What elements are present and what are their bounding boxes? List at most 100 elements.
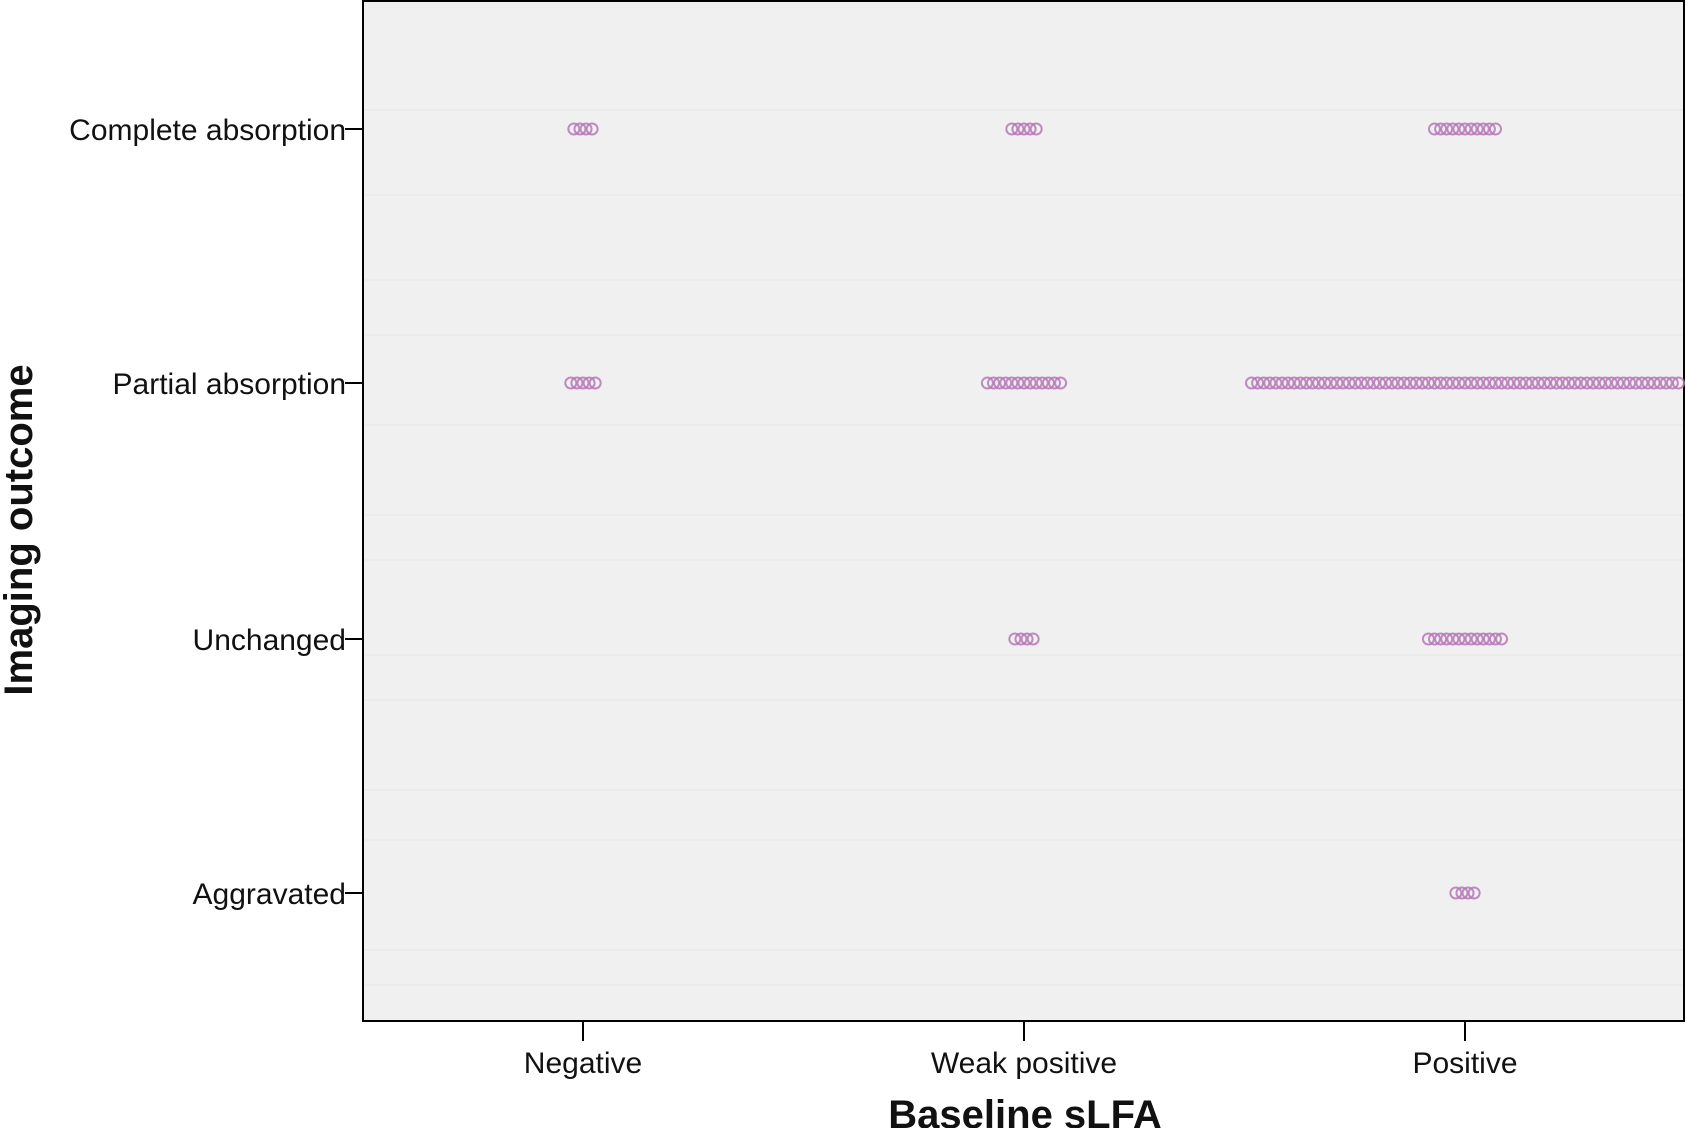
data-point — [1330, 376, 1344, 390]
data-point — [1665, 376, 1679, 390]
data-point — [1513, 376, 1527, 390]
data-point — [1489, 376, 1502, 390]
data-point — [585, 122, 599, 136]
data-point — [1336, 376, 1350, 390]
data-point — [1367, 376, 1380, 390]
data-point — [1275, 376, 1289, 390]
data-point — [1495, 632, 1509, 646]
data-point — [1008, 632, 1022, 646]
data-point — [576, 376, 590, 390]
data-point — [1482, 632, 1496, 646]
data-point — [1562, 376, 1576, 390]
data-point — [1440, 632, 1454, 646]
data-point — [1428, 632, 1441, 646]
x-axis-title: Baseline sLFA — [888, 1093, 1161, 1128]
data-point — [1550, 376, 1563, 390]
data-point — [1467, 886, 1481, 900]
data-point — [1011, 122, 1025, 136]
data-point — [1020, 632, 1034, 646]
data-point — [1495, 376, 1509, 390]
data-point — [980, 376, 994, 390]
data-point — [1623, 376, 1637, 390]
data-point — [1403, 376, 1417, 390]
data-point — [1507, 376, 1521, 390]
data-point — [1647, 376, 1661, 390]
data-point — [1023, 122, 1037, 136]
data-point — [1489, 632, 1502, 646]
x-tick-label: Positive — [1412, 1047, 1517, 1080]
data-point — [1035, 376, 1049, 390]
data-point — [1452, 376, 1466, 390]
data-point — [1543, 376, 1557, 390]
data-point — [1446, 376, 1460, 390]
data-point — [1312, 376, 1326, 390]
data-point — [1470, 376, 1484, 390]
data-point — [1434, 122, 1448, 136]
data-point — [1029, 376, 1043, 390]
data-point — [564, 376, 578, 390]
data-point — [1525, 376, 1539, 390]
data-point — [1409, 376, 1423, 390]
data-point — [999, 376, 1013, 390]
data-point — [1641, 376, 1655, 390]
data-point — [1421, 632, 1435, 646]
data-point — [1489, 122, 1502, 136]
data-point — [1026, 632, 1040, 646]
data-point — [1318, 376, 1332, 390]
data-point — [1306, 376, 1319, 390]
data-point — [1434, 376, 1448, 390]
data-point — [1017, 122, 1031, 136]
data-point — [1464, 632, 1478, 646]
data-point — [1379, 376, 1393, 390]
y-axis-ticks: Complete absorption Partial absorption Unc… — [69, 114, 363, 911]
data-point — [1014, 632, 1028, 646]
data-point — [1458, 632, 1472, 646]
data-point — [1531, 376, 1545, 390]
data-point — [1293, 376, 1307, 390]
data-point — [1373, 376, 1387, 390]
data-point — [1263, 376, 1277, 390]
data-point — [1005, 122, 1019, 136]
data-point — [1452, 632, 1466, 646]
data-point — [1452, 122, 1466, 136]
data-point — [1537, 376, 1551, 390]
data-point — [588, 376, 602, 390]
data-point — [1476, 376, 1490, 390]
data-point — [1251, 376, 1265, 390]
data-points — [564, 122, 1685, 900]
data-point — [993, 376, 1007, 390]
data-point — [1354, 376, 1368, 390]
data-point — [1482, 376, 1496, 390]
data-point — [1574, 376, 1588, 390]
data-point — [1476, 122, 1490, 136]
data-point — [1611, 376, 1624, 390]
data-point — [1672, 376, 1685, 390]
data-point — [1470, 122, 1484, 136]
data-point — [1592, 376, 1606, 390]
data-point — [1476, 632, 1490, 646]
plot-bands — [364, 109, 1683, 986]
data-point — [1635, 376, 1649, 390]
data-point — [1428, 376, 1441, 390]
data-point — [1428, 122, 1441, 136]
y-tick-label: Aggravated — [193, 878, 346, 911]
data-point — [1604, 376, 1618, 390]
data-point — [1269, 376, 1283, 390]
data-point — [1245, 376, 1258, 390]
data-point — [570, 376, 584, 390]
data-point — [1360, 376, 1374, 390]
data-point — [1440, 376, 1454, 390]
x-axis-ticks: Negative Weak positive Positive — [524, 1021, 1518, 1080]
data-point — [1470, 632, 1484, 646]
data-point — [1005, 376, 1019, 390]
data-point — [1281, 376, 1295, 390]
data-point — [1391, 376, 1405, 390]
data-point — [1464, 376, 1478, 390]
data-point — [567, 122, 581, 136]
y-tick-label: Complete absorption — [69, 114, 346, 147]
data-point — [1461, 886, 1475, 900]
data-point — [1287, 376, 1301, 390]
data-point — [1519, 376, 1533, 390]
data-point — [1048, 376, 1061, 390]
